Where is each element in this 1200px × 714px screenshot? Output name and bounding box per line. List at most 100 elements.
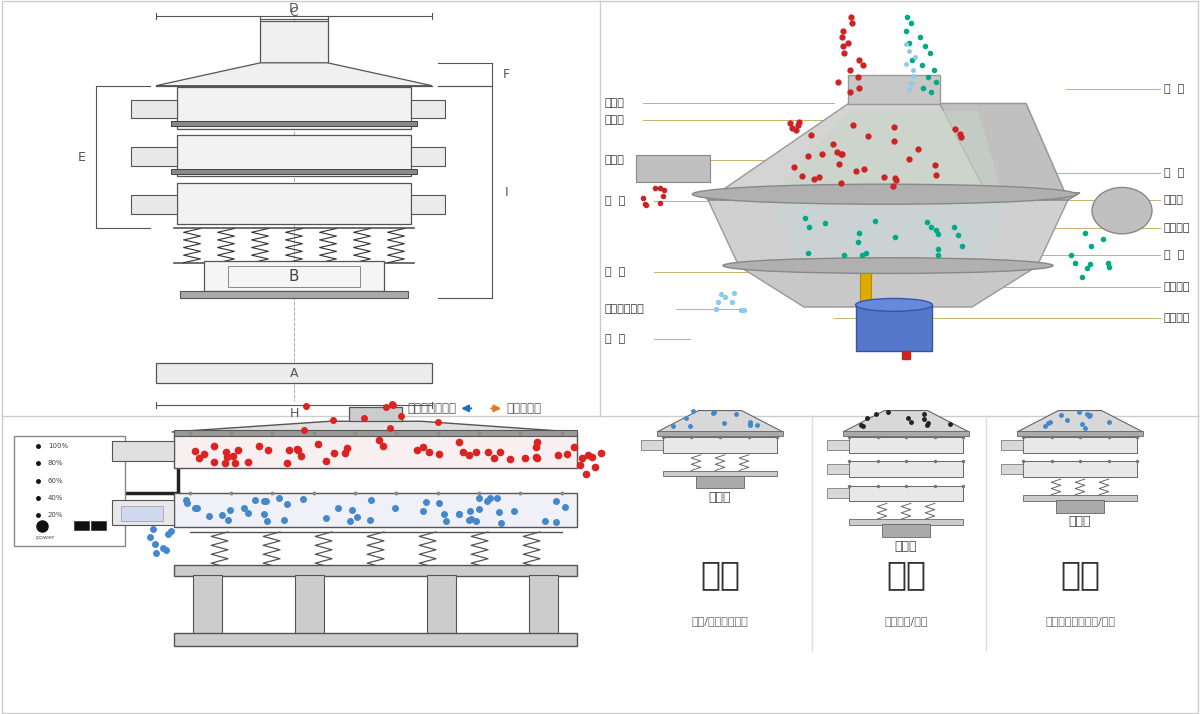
Bar [427, 575, 456, 635]
Bar [193, 575, 222, 635]
Bar [131, 99, 178, 118]
Ellipse shape [856, 298, 932, 311]
Polygon shape [156, 63, 432, 86]
Bar [121, 506, 163, 521]
Text: power: power [36, 535, 55, 540]
Bar [662, 437, 778, 453]
Polygon shape [708, 104, 1068, 200]
Polygon shape [774, 201, 1008, 261]
Bar [828, 488, 850, 498]
Bar [178, 87, 410, 129]
Text: E: E [78, 151, 85, 164]
Bar [529, 575, 558, 635]
Text: 振动电机: 振动电机 [1164, 282, 1190, 292]
Bar [1001, 464, 1022, 474]
Text: 60%: 60% [48, 478, 64, 483]
Text: 弹  簧: 弹 簧 [605, 267, 625, 277]
Text: 进料口: 进料口 [605, 98, 625, 108]
Bar [204, 261, 384, 291]
Text: 外形尺寸示意图: 外形尺寸示意图 [407, 402, 456, 415]
Text: 束  环: 束 环 [605, 196, 625, 206]
Text: 去除液体中的颗粒/异物: 去除液体中的颗粒/异物 [1045, 616, 1115, 626]
Ellipse shape [722, 258, 1054, 273]
Text: 双层式: 双层式 [1069, 516, 1091, 528]
Text: 网  架: 网 架 [1164, 168, 1184, 178]
Bar [156, 363, 432, 383]
Bar [850, 486, 964, 501]
Bar [662, 471, 778, 476]
Polygon shape [774, 111, 1002, 193]
Bar [228, 266, 360, 287]
Bar [260, 21, 328, 63]
Bar [850, 519, 964, 525]
Text: 100%: 100% [48, 443, 68, 449]
Bar [850, 437, 964, 453]
Text: 80%: 80% [48, 461, 64, 466]
Text: 单层式: 单层式 [709, 491, 731, 504]
Bar [178, 135, 410, 176]
Bar [112, 441, 174, 461]
Text: A: A [289, 367, 299, 380]
Text: 下部重锤: 下部重锤 [1164, 313, 1190, 323]
Bar [658, 431, 784, 436]
Bar [178, 183, 410, 224]
Polygon shape [702, 193, 1080, 200]
Bar [131, 195, 178, 214]
Bar [412, 147, 445, 166]
Text: 结构示意图: 结构示意图 [506, 402, 541, 415]
Text: B: B [289, 268, 299, 284]
Bar [295, 575, 324, 635]
Bar [1022, 495, 1138, 501]
Bar [412, 195, 445, 214]
Bar [848, 75, 940, 104]
Bar [174, 565, 577, 576]
Text: C: C [289, 6, 299, 19]
Bar [828, 464, 850, 474]
Text: 去除异物/结块: 去除异物/结块 [884, 616, 928, 626]
Bar [856, 305, 932, 351]
Text: 20%: 20% [48, 512, 64, 518]
Text: 40%: 40% [48, 495, 64, 501]
Polygon shape [172, 421, 574, 432]
Text: H: H [289, 407, 299, 420]
Bar [860, 262, 871, 308]
Bar [349, 407, 402, 421]
Text: 上部重锤: 上部重锤 [1164, 223, 1190, 233]
Bar [1018, 431, 1142, 436]
Bar [74, 521, 89, 530]
Bar [1022, 461, 1138, 477]
Bar [1022, 437, 1138, 453]
Text: D: D [289, 2, 299, 15]
Bar [828, 440, 850, 450]
Text: I: I [504, 186, 509, 199]
Bar [412, 99, 445, 118]
Text: 过滤: 过滤 [886, 558, 926, 591]
Bar [641, 440, 662, 450]
Bar [842, 431, 970, 436]
Text: 除杂: 除杂 [1060, 558, 1100, 591]
Text: 颗粒/粉末准确分级: 颗粒/粉末准确分级 [691, 616, 749, 626]
Ellipse shape [1092, 188, 1152, 234]
Bar [170, 121, 418, 126]
Bar [14, 436, 125, 546]
Text: 机  座: 机 座 [605, 334, 625, 344]
Text: 三层式: 三层式 [895, 540, 917, 553]
Polygon shape [940, 104, 1068, 200]
Text: 防尘盖: 防尘盖 [605, 115, 625, 125]
Polygon shape [842, 411, 970, 432]
Bar [850, 461, 964, 477]
Text: 加重块: 加重块 [1164, 195, 1184, 205]
Bar [91, 521, 106, 530]
Text: 筛  盘: 筛 盘 [1164, 250, 1184, 260]
Polygon shape [708, 200, 1068, 264]
Bar [882, 524, 930, 537]
Polygon shape [658, 411, 784, 432]
Bar [174, 633, 577, 646]
Bar [170, 169, 418, 174]
Ellipse shape [692, 184, 1076, 204]
Bar [1056, 500, 1104, 513]
Bar [174, 433, 577, 468]
Bar [170, 121, 418, 126]
Text: 出料口: 出料口 [605, 155, 625, 165]
Polygon shape [738, 266, 1038, 307]
